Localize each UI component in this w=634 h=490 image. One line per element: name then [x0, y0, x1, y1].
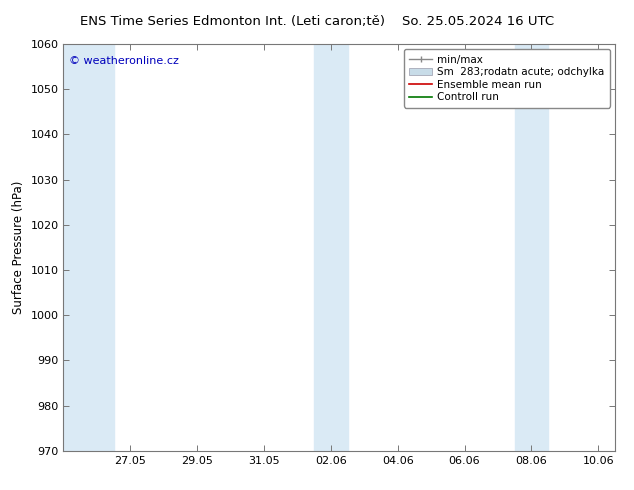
- Bar: [314, 44, 331, 451]
- Legend: min/max, Sm  283;rodatn acute; odchylka, Ensemble mean run, Controll run: min/max, Sm 283;rodatn acute; odchylka, …: [404, 49, 610, 107]
- Text: © weatheronline.cz: © weatheronline.cz: [69, 56, 179, 66]
- Y-axis label: Surface Pressure (hPa): Surface Pressure (hPa): [12, 181, 25, 314]
- Bar: [63, 44, 113, 451]
- Bar: [531, 44, 548, 451]
- Text: ENS Time Series Edmonton Int. (Leti caron;tě)    So. 25.05.2024 16 UTC: ENS Time Series Edmonton Int. (Leti caro…: [80, 15, 554, 28]
- Bar: [515, 44, 531, 451]
- Bar: [331, 44, 347, 451]
